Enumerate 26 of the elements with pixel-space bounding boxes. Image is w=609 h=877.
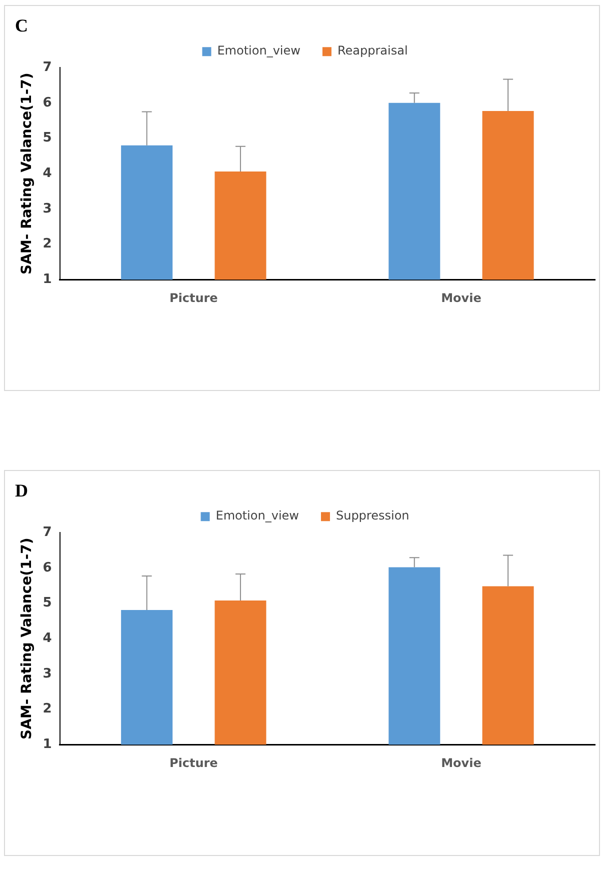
y-tick-label: 3 [42, 201, 52, 216]
y-tick-label: 1 [42, 736, 52, 752]
y-axis-title: SAM- Rating Valance(1-7) [19, 538, 36, 740]
y-tick-label: 5 [42, 130, 52, 146]
y-tick-label: 7 [42, 524, 52, 540]
y-axis-title: SAM- Rating Valance(1-7) [19, 72, 36, 274]
y-tick-label: 4 [42, 166, 52, 181]
legend-label: Emotion_view [216, 508, 300, 523]
chart-title: D [15, 480, 28, 500]
x-tick-label: Picture [169, 290, 218, 305]
y-tick-label: 7 [42, 60, 52, 75]
y-tick-label: 6 [42, 95, 52, 110]
y-tick-label: 5 [42, 596, 52, 611]
x-tick-label: Movie [441, 756, 482, 770]
legend-label: Reappraisal [337, 44, 408, 58]
y-tick-label: 2 [42, 236, 52, 252]
y-tick-label: 3 [42, 666, 52, 682]
y-tick-label: 4 [42, 630, 52, 646]
chart-title: C [15, 15, 28, 36]
y-tick-label: 2 [42, 702, 52, 717]
legend-label: Emotion_view [217, 44, 301, 58]
legend-label: Suppression [336, 508, 410, 523]
y-tick-label: 6 [42, 560, 52, 576]
x-tick-label: Picture [169, 756, 218, 770]
y-tick-label: 1 [42, 272, 52, 287]
x-tick-label: Movie [441, 290, 482, 305]
